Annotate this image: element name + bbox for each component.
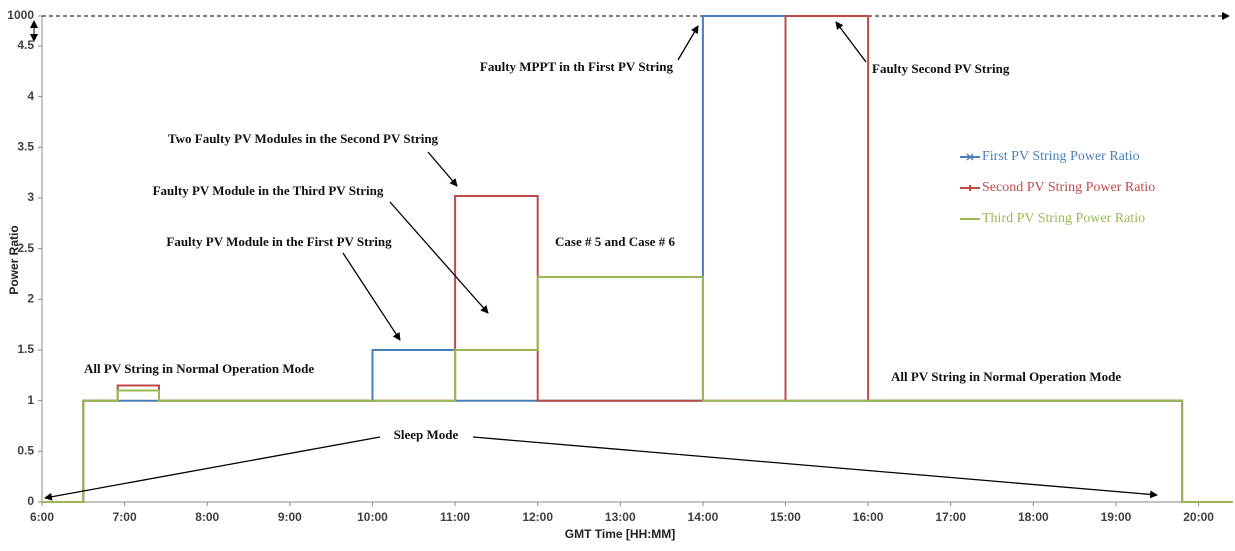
y-tick-label: 1.5 xyxy=(17,342,34,356)
x-tick-label: 15:00 xyxy=(770,510,801,524)
legend-marker xyxy=(966,153,974,161)
y-tick-label: 3 xyxy=(27,190,34,204)
y-tick-label: 1000 xyxy=(7,8,34,22)
x-tick-label: 18:00 xyxy=(1018,510,1049,524)
x-tick-label: 17:00 xyxy=(935,510,966,524)
x-tick-label: 11:00 xyxy=(440,510,470,524)
y-tick-label: 1 xyxy=(27,393,34,407)
x-axis-label: GMT Time [HH:MM] xyxy=(565,527,675,541)
y-tick-label: 2 xyxy=(27,292,34,306)
x-tick-label: 8:00 xyxy=(195,510,219,524)
x-tick-label: 9:00 xyxy=(278,510,302,524)
series-line xyxy=(42,276,1233,503)
annotation: Faulty PV Module in the First PV String xyxy=(166,234,392,249)
arrow xyxy=(472,436,1158,499)
arrow xyxy=(677,25,699,61)
y-tick-label: 0.5 xyxy=(17,444,34,458)
y-tick-label: 4.5 xyxy=(17,38,34,52)
x-tick-label: 16:00 xyxy=(853,510,884,524)
arrow xyxy=(389,201,489,314)
annotation: Faulty PV Module in the Third PV String xyxy=(153,183,384,198)
series-line xyxy=(42,15,1233,503)
y-tick-label: 2.5 xyxy=(17,241,34,255)
y-tick-label: 3.5 xyxy=(17,140,34,154)
annotation: Faulty MPPT in th First PV String xyxy=(480,59,674,74)
x-tick-label: 7:00 xyxy=(113,510,137,524)
legend-label: Second PV String Power Ratio xyxy=(982,180,1155,195)
arrow xyxy=(44,436,381,501)
annotation: All PV String in Normal Operation Mode xyxy=(84,361,314,376)
y-tick-label: 4 xyxy=(27,89,34,103)
x-tick-label: 20:00 xyxy=(1183,510,1214,524)
series-line xyxy=(42,15,1233,503)
annotation: Two Faulty PV Modules in the Second PV S… xyxy=(168,131,439,146)
x-tick-label: 19:00 xyxy=(1101,510,1132,524)
annotation: Sleep Mode xyxy=(394,427,459,442)
annotations: Faulty MPPT in th First PV String Faulty… xyxy=(44,21,1158,501)
y-axis-label: Power Ratio xyxy=(7,225,21,294)
annotation: Case # 5 and Case # 6 xyxy=(555,234,675,249)
x-tick-label: 10:00 xyxy=(357,510,388,524)
legend-label: Third PV String Power Ratio xyxy=(982,211,1145,226)
legend-label: First PV String Power Ratio xyxy=(982,149,1140,164)
arrow xyxy=(835,21,867,63)
annotation: All PV String in Normal Operation Mode xyxy=(891,369,1121,384)
arrow xyxy=(427,151,458,187)
x-tick-label: 12:00 xyxy=(522,510,553,524)
arrow xyxy=(342,252,401,341)
x-tick-label: 6:00 xyxy=(30,510,54,524)
x-tick-label: 13:00 xyxy=(605,510,636,524)
plot: 0 0.5 1 1.5 2 2.5 3 3.5 4 4.5 1000 6:00 7:00 8:00 9:00… xyxy=(7,8,1233,524)
y-tick-label: 0 xyxy=(27,494,34,508)
annotation: Faulty Second PV String xyxy=(872,61,1010,76)
x-tick-label: 14:00 xyxy=(688,510,719,524)
